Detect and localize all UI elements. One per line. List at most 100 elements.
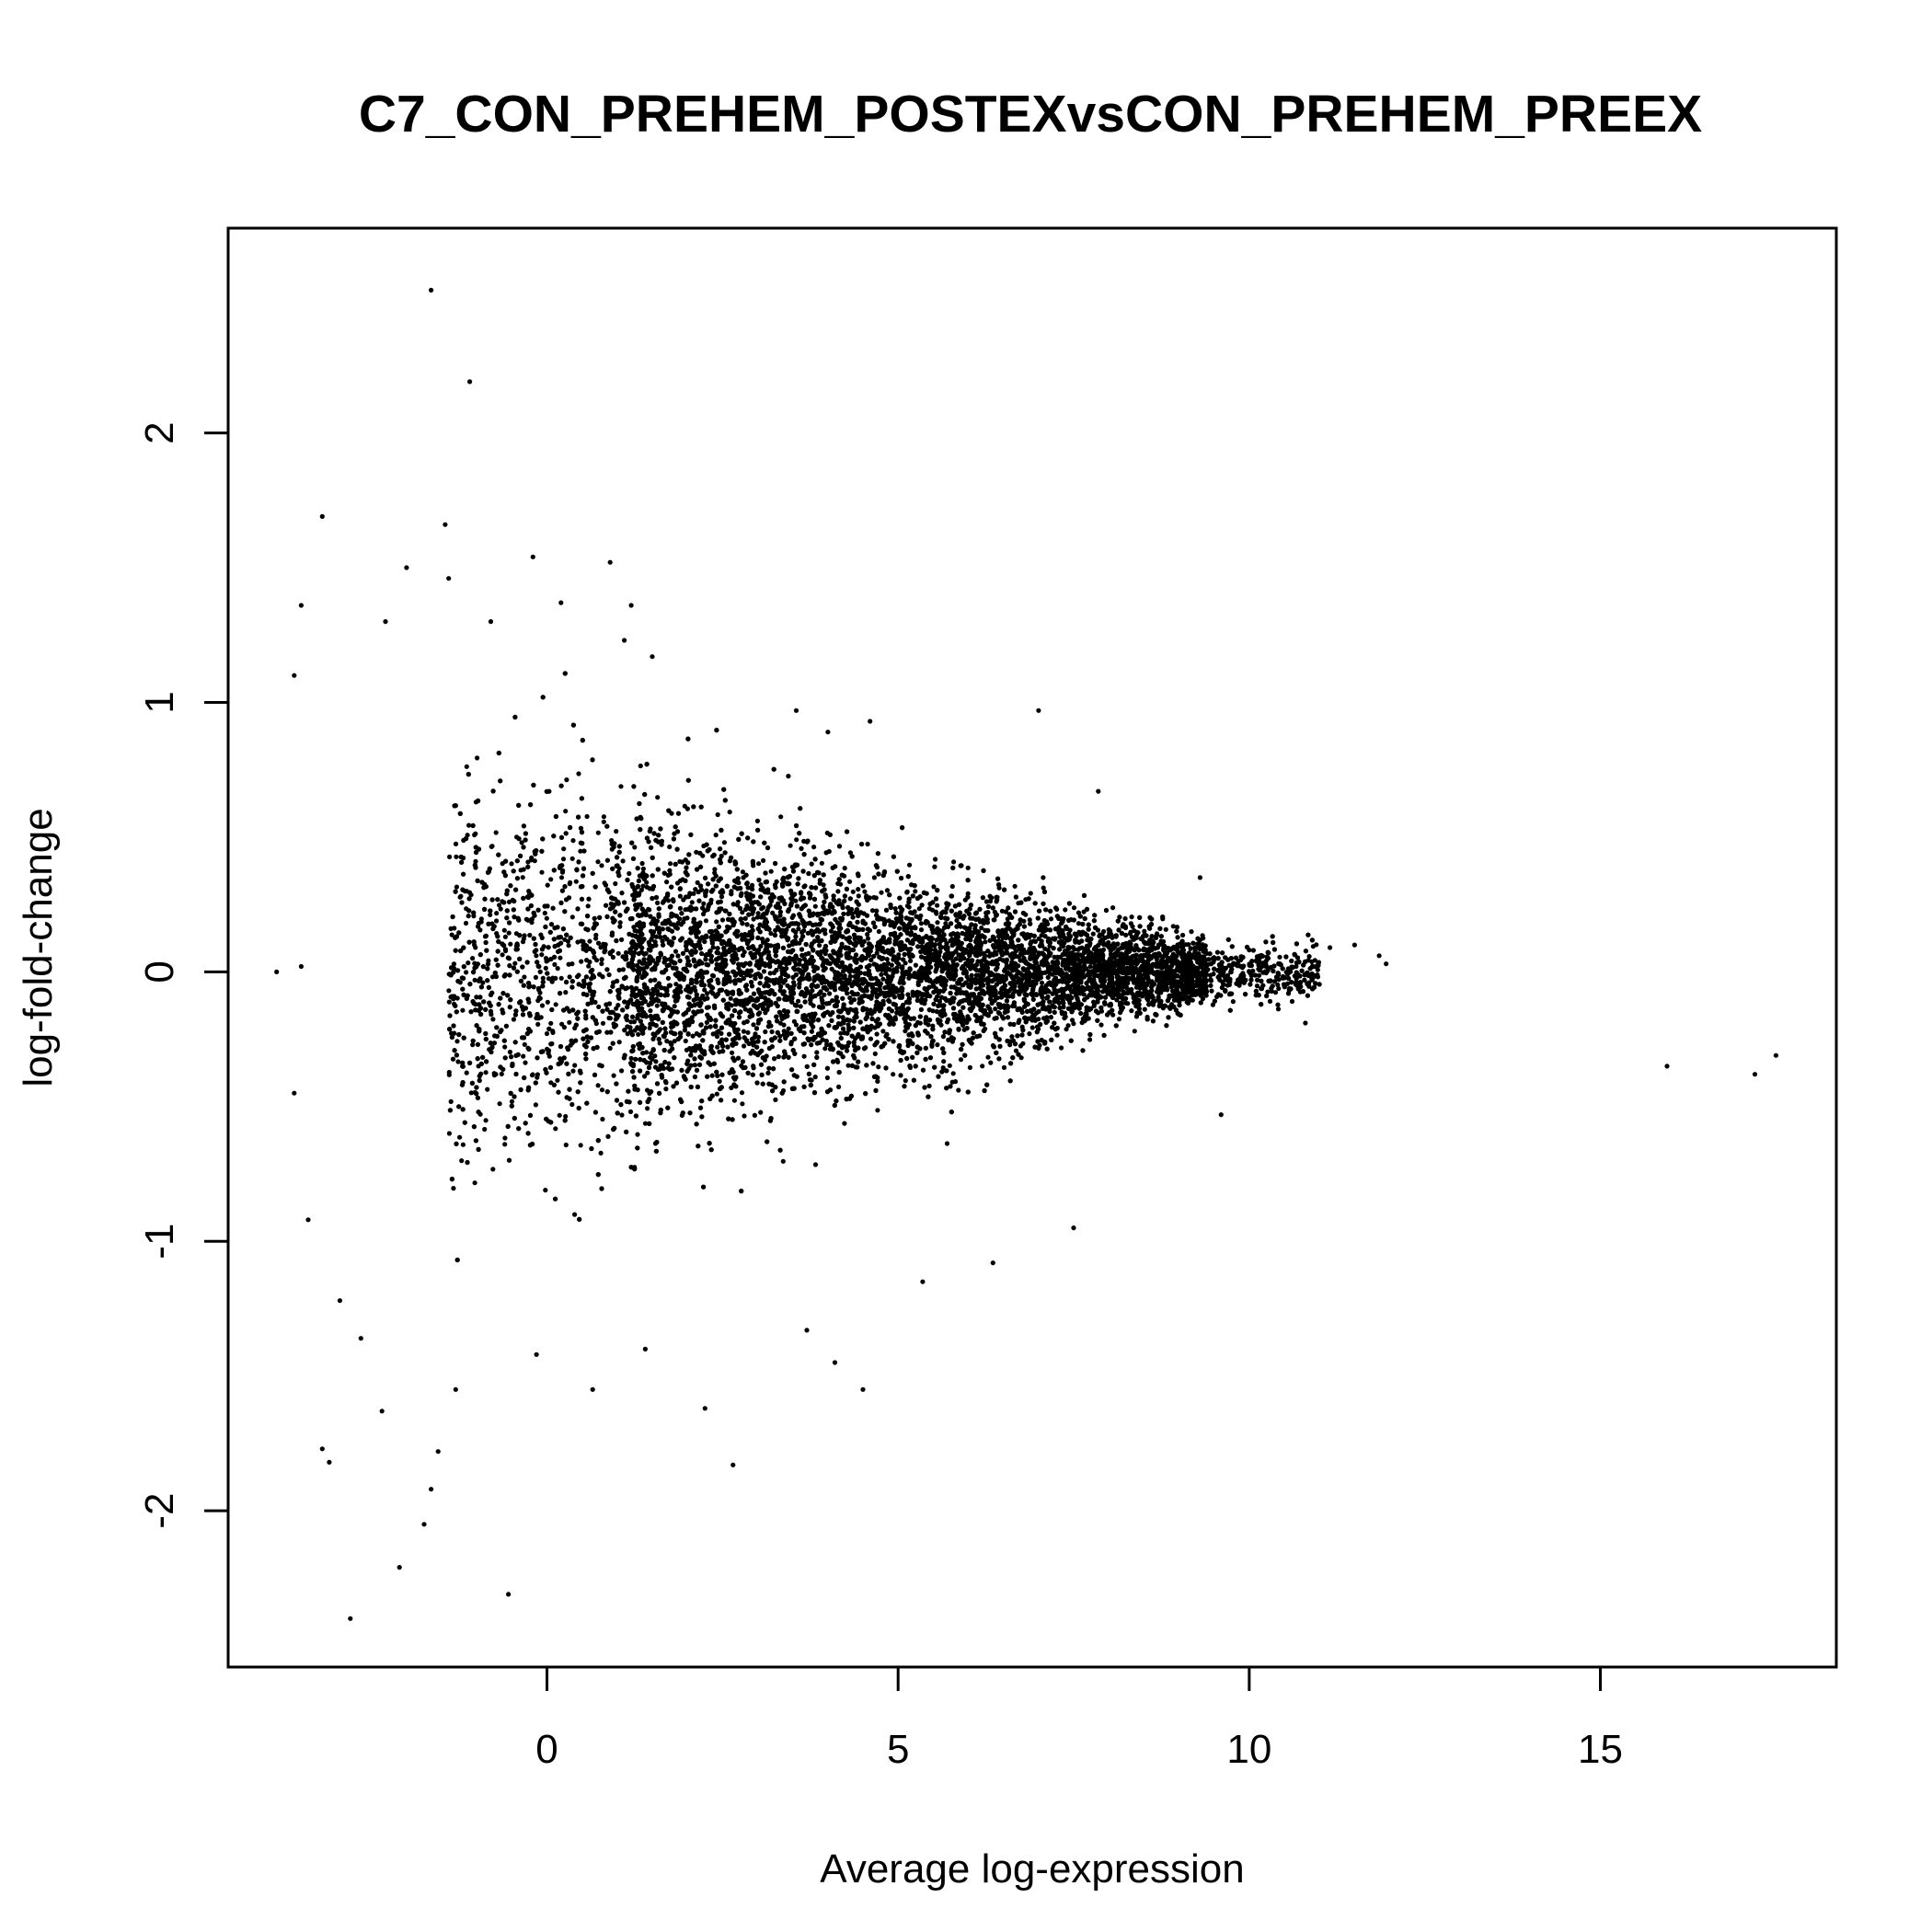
data-point: [845, 1048, 850, 1053]
data-point: [841, 911, 846, 917]
data-point: [579, 959, 584, 964]
data-point: [533, 974, 539, 980]
data-point: [671, 936, 677, 941]
data-point: [595, 1083, 601, 1088]
data-point: [620, 858, 626, 864]
data-point: [672, 1039, 677, 1044]
data-point: [967, 1064, 972, 1070]
data-point: [635, 1132, 640, 1137]
data-point: [1061, 1000, 1066, 1006]
data-point: [786, 774, 791, 779]
data-point: [480, 980, 486, 985]
data-point: [521, 1053, 526, 1059]
data-point: [714, 1034, 720, 1040]
data-point: [874, 950, 880, 956]
data-point: [874, 1031, 880, 1037]
data-point: [449, 932, 454, 937]
data-point: [709, 1073, 715, 1078]
data-point: [735, 900, 741, 905]
data-point: [979, 1015, 984, 1020]
points-layer: [274, 287, 1778, 1621]
data-point: [811, 845, 817, 850]
data-point: [879, 890, 884, 895]
data-point: [662, 1059, 668, 1065]
data-point: [632, 845, 638, 850]
data-point: [677, 905, 684, 912]
data-point: [824, 1075, 831, 1081]
data-point: [1267, 998, 1273, 1004]
data-point: [801, 1053, 807, 1059]
data-point: [546, 976, 552, 982]
data-point: [525, 859, 531, 865]
data-point: [944, 1141, 950, 1146]
data-point: [918, 927, 925, 933]
data-point: [769, 1029, 775, 1035]
data-point: [789, 914, 795, 921]
data-point: [555, 1077, 560, 1083]
data-point: [1098, 1022, 1104, 1028]
data-point: [1189, 929, 1194, 935]
data-point: [699, 950, 705, 957]
data-point: [1070, 1018, 1075, 1023]
data-point: [704, 1019, 710, 1025]
data-point: [768, 931, 774, 937]
data-point: [466, 890, 473, 895]
data-point: [570, 1068, 576, 1074]
data-point: [847, 850, 854, 856]
data-point: [908, 958, 914, 963]
data-point: [454, 854, 459, 859]
data-point: [543, 1188, 548, 1193]
data-point: [459, 1158, 465, 1164]
data-point: [576, 972, 581, 978]
data-point: [1075, 947, 1081, 952]
data-point: [1041, 885, 1046, 891]
data-point: [855, 991, 860, 996]
data-point: [871, 875, 878, 880]
data-point: [640, 883, 646, 889]
data-point: [701, 901, 707, 906]
data-point: [836, 1084, 842, 1089]
data-point: [601, 814, 607, 820]
data-point: [446, 988, 452, 994]
data-point: [891, 1072, 896, 1077]
data-point: [995, 1010, 1001, 1016]
data-point: [993, 1006, 998, 1012]
data-point: [454, 1039, 460, 1044]
data-point: [473, 831, 478, 836]
data-point: [1041, 875, 1046, 880]
data-point: [869, 908, 876, 914]
data-point: [490, 1017, 496, 1022]
data-point: [533, 1102, 539, 1108]
data-point: [1090, 931, 1096, 937]
data-point: [493, 830, 499, 835]
data-point: [745, 1029, 751, 1035]
data-point: [903, 960, 908, 966]
data-point: [553, 1002, 558, 1007]
data-point: [712, 867, 718, 872]
data-point: [850, 889, 856, 894]
data-point: [1027, 1031, 1032, 1037]
data-point: [689, 900, 695, 905]
data-point: [978, 948, 983, 953]
data-point: [876, 928, 882, 935]
data-point: [642, 1074, 648, 1079]
data-point: [563, 1113, 569, 1120]
data-point: [507, 1049, 513, 1055]
data-point: [539, 935, 545, 941]
data-point: [767, 971, 773, 976]
data-point: [631, 967, 637, 972]
data-point: [1039, 980, 1045, 985]
data-point: [1315, 967, 1320, 972]
data-point: [563, 809, 569, 814]
data-point: [1129, 1008, 1134, 1014]
data-point: [567, 1019, 572, 1025]
data-point: [1127, 931, 1133, 937]
data-point: [812, 903, 818, 909]
data-point: [552, 961, 558, 967]
data-point: [798, 1004, 803, 1009]
data-point: [653, 1059, 659, 1064]
data-point: [754, 914, 761, 920]
data-point: [1208, 983, 1213, 988]
data-point: [543, 965, 548, 971]
